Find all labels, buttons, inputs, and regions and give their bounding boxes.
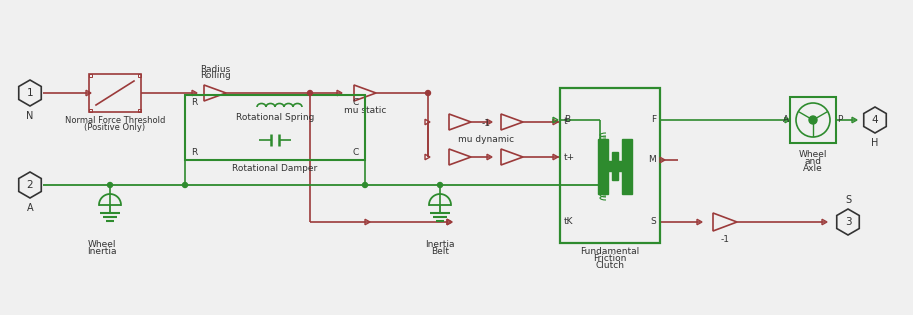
Bar (560, 88, 660, 243)
Text: t+: t+ (564, 152, 575, 162)
Text: Fundamental: Fundamental (581, 247, 640, 256)
Text: Rotational Spring: Rotational Spring (236, 113, 314, 122)
Text: Belt: Belt (431, 247, 449, 256)
Bar (89, 74, 141, 112)
Text: R: R (191, 98, 197, 107)
Text: F: F (651, 116, 656, 124)
Bar (89, 74, 92, 77)
Text: 1: 1 (26, 88, 33, 98)
Circle shape (183, 182, 187, 187)
Text: A: A (782, 116, 789, 124)
Text: (Positive Only): (Positive Only) (84, 123, 145, 132)
Text: tK: tK (564, 217, 573, 226)
Circle shape (437, 182, 443, 187)
Text: P: P (837, 116, 843, 124)
Text: and: and (804, 157, 822, 166)
Text: 2: 2 (26, 180, 33, 190)
Text: Wheel: Wheel (799, 150, 827, 159)
Bar (790, 97, 836, 143)
Bar (138, 109, 141, 112)
Polygon shape (598, 139, 608, 193)
Text: 3: 3 (845, 217, 851, 227)
Bar (185, 95, 365, 160)
Text: Wheel: Wheel (88, 240, 116, 249)
Text: Normal Force Threshold: Normal Force Threshold (65, 116, 165, 125)
Text: H: H (871, 138, 878, 148)
Text: 4: 4 (872, 115, 878, 125)
Text: Friction: Friction (593, 254, 626, 263)
Text: Rotational Damper: Rotational Damper (233, 164, 318, 173)
Text: Radius: Radius (200, 65, 230, 74)
Circle shape (425, 90, 431, 95)
Bar (89, 109, 92, 112)
Text: Inertia: Inertia (425, 240, 455, 249)
Polygon shape (622, 139, 632, 193)
Text: C: C (352, 98, 359, 107)
Text: -1: -1 (481, 119, 490, 128)
Text: S: S (845, 195, 851, 205)
Text: mu static: mu static (344, 106, 386, 115)
Circle shape (308, 90, 312, 95)
Circle shape (809, 116, 817, 124)
Text: Clutch: Clutch (595, 261, 624, 270)
Polygon shape (612, 152, 618, 180)
Text: A: A (26, 203, 33, 213)
Text: S: S (650, 217, 656, 226)
Text: Axle: Axle (803, 164, 823, 173)
Text: M: M (648, 156, 656, 164)
Text: Rolling: Rolling (200, 71, 230, 80)
Text: C: C (352, 148, 359, 157)
Text: B: B (564, 116, 570, 124)
Circle shape (108, 182, 112, 187)
Text: -1: -1 (720, 235, 729, 244)
Circle shape (362, 182, 368, 187)
Polygon shape (606, 161, 624, 171)
Text: mu dynamic: mu dynamic (458, 135, 514, 144)
Bar (138, 74, 141, 77)
Text: t-: t- (564, 117, 571, 127)
Text: N: N (26, 111, 34, 121)
Text: Inertia: Inertia (88, 247, 117, 256)
Text: R: R (191, 148, 197, 157)
